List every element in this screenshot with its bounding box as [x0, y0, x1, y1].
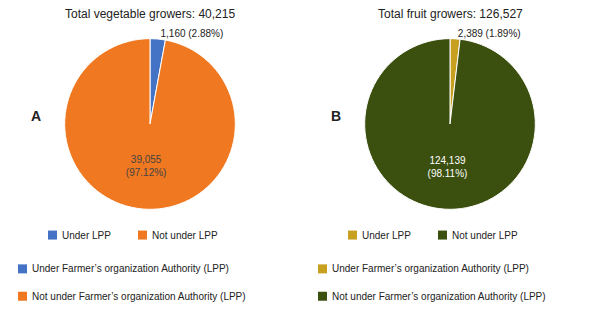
svg-text:Under LPP: Under LPP: [62, 230, 111, 241]
svg-text:Total fruit growers: 126,527: Total fruit growers: 126,527: [378, 7, 523, 21]
svg-text:Under Farmer’s organization Au: Under Farmer’s organization Authority (L…: [332, 263, 529, 274]
svg-text:Not under LPP: Not under LPP: [152, 230, 218, 241]
svg-text:39,055(97.12%): 39,055(97.12%): [126, 154, 167, 178]
svg-text:B: B: [331, 108, 341, 124]
svg-text:Not under Farmer’s organizatio: Not under Farmer’s organization Authorit…: [32, 291, 246, 302]
svg-text:Total vegetable growers: 40,21: Total vegetable growers: 40,215: [65, 7, 235, 21]
svg-text:1,160 (2.88%): 1,160 (2.88%): [160, 28, 223, 39]
svg-text:Not under LPP: Not under LPP: [452, 230, 518, 241]
svg-text:Under LPP: Under LPP: [362, 230, 411, 241]
svg-text:2,389 (1.89%): 2,389 (1.89%): [458, 28, 521, 39]
svg-text:Under Farmer’s organization Au: Under Farmer’s organization Authority (L…: [32, 263, 229, 274]
svg-text:124,139(98.11%): 124,139(98.11%): [428, 155, 468, 179]
svg-text:Not under Farmer’s organizatio: Not under Farmer’s organization Authorit…: [332, 291, 546, 302]
svg-text:A: A: [31, 108, 41, 124]
